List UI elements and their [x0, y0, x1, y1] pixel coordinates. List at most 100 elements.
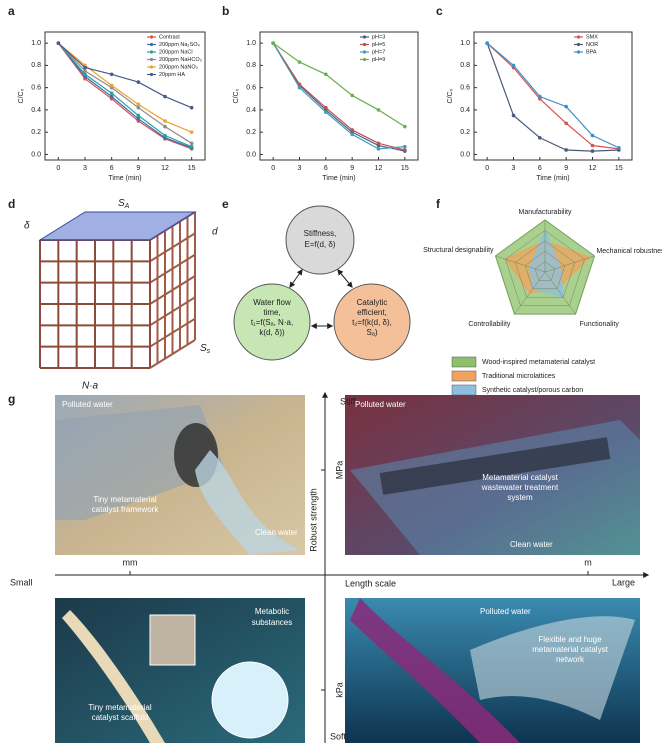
link [290, 270, 302, 287]
side-label: Ss [200, 343, 211, 355]
legend-label: Wood-inspired metamaterial catalyst [482, 359, 595, 366]
legend-marker [150, 43, 153, 46]
x-axis-label: Time (min) [108, 175, 141, 182]
text-line: metamaterial catalyst [532, 645, 608, 654]
legend-marker [577, 50, 580, 53]
data-point [324, 110, 328, 114]
area-label: SA [118, 198, 130, 210]
legend-label: 200ppm NaHCO₃ [159, 57, 202, 63]
panel-label: e [222, 197, 229, 211]
data-point [403, 148, 407, 152]
y-tick-label: 1.0 [31, 40, 41, 47]
legend-label: Synthetic catalyst/porous carbon [482, 387, 583, 394]
text-line: Metamaterial catalyst [482, 473, 558, 482]
data-point [538, 95, 542, 99]
legend-marker [363, 50, 366, 53]
y-tick-label: 0.2 [31, 129, 41, 136]
x-axis-label: Time (min) [536, 175, 569, 182]
text-line: Tiny metamaterial [93, 495, 157, 504]
text-line: t₁=f(Sₐ, N·a, [251, 318, 293, 327]
legend-label: 200ppm NaNO₃ [159, 64, 198, 70]
legend-label: SMX [586, 34, 598, 40]
y-axis-label: C/C₀ [447, 88, 454, 103]
axis-unit: m [584, 557, 592, 567]
legend-label: pH=3 [372, 34, 385, 40]
data-point [350, 128, 354, 132]
text-line: network [556, 655, 585, 664]
x-tick-label: 6 [110, 165, 114, 172]
radar-axis-label: Controllability [468, 321, 511, 328]
data-point [110, 95, 114, 99]
legend-label: 200ppm NaCl [159, 49, 193, 55]
legend-label: 200ppm Na₂SO₄ [159, 42, 201, 48]
data-point [137, 114, 141, 118]
text-line: Metabolic [255, 607, 289, 616]
axis-end: Soft [330, 731, 347, 741]
axis-title: Robust strength [308, 488, 318, 552]
sub: s [207, 348, 211, 355]
y-tick-label: 0.6 [246, 84, 256, 91]
legend-label: NOR [586, 42, 598, 48]
legend-label: Traditional microlattices [482, 373, 556, 380]
x-tick-label: 3 [83, 165, 87, 172]
legend-marker [150, 50, 153, 53]
legend-label: pH=5 [372, 42, 385, 48]
data-point [377, 147, 381, 151]
text-line: Water flow [253, 298, 291, 307]
data-point [403, 145, 407, 149]
data-point [83, 66, 87, 70]
data-point [190, 142, 194, 146]
axis-end: Large [612, 577, 635, 587]
panel-label: f [436, 197, 441, 211]
data-point [163, 95, 167, 99]
text-line: t₂=f(k(d, δ), [352, 318, 392, 327]
text-line: time, [263, 308, 280, 317]
strut-label: d [212, 227, 218, 238]
node-texts: Stiffness,E=f(d, δ)Water flowtime,t₁=f(S… [251, 229, 392, 337]
y-axis-label: C/C₀ [233, 88, 240, 103]
y-axis-label: C/C₀ [18, 88, 25, 103]
data-point [163, 125, 167, 129]
data-point [271, 41, 275, 45]
text-line: k(d, δ)) [259, 328, 285, 337]
data-point [324, 72, 328, 76]
radar-axis-label: Mechanical robustness [596, 248, 662, 255]
text-line: Flexible and huge [538, 635, 602, 644]
data-point [190, 145, 194, 149]
x-axis-label: Time (min) [322, 175, 355, 182]
text-line: Sₐ) [367, 328, 378, 337]
legend-marker [150, 58, 153, 61]
data-point [57, 41, 61, 45]
photo-text: Polluted water [480, 607, 531, 616]
radar-axis-label: Functionality [580, 321, 620, 328]
y-tick-label: 0.2 [460, 129, 470, 136]
data-point [591, 144, 595, 148]
legend-label: pH=7 [372, 49, 385, 55]
data-point [163, 134, 167, 138]
x-tick-label: 12 [375, 165, 383, 172]
data-point [564, 105, 568, 109]
panel-label: d [8, 197, 15, 211]
panel-label: g [8, 392, 15, 406]
data-point [163, 119, 167, 123]
data-point [137, 80, 141, 84]
legend-marker [363, 35, 366, 38]
y-tick-label: 0.8 [31, 62, 41, 69]
legend-marker [577, 35, 580, 38]
radar-axis-label: Manufacturability [519, 209, 572, 216]
data-point [564, 121, 568, 125]
y-tick-label: 0.6 [460, 84, 470, 91]
text-line: Stiffness, [304, 229, 337, 238]
x-tick-label: 0 [56, 165, 60, 172]
axis-unit: mm [123, 557, 138, 567]
photo-text: Clean water [255, 528, 298, 537]
legend-swatch [452, 371, 476, 381]
y-tick-label: 0.8 [246, 62, 256, 69]
axis-title: Length scale [345, 578, 396, 588]
photo-text: Polluted water [355, 400, 406, 409]
legend-label: 20ppm HA [159, 72, 185, 78]
text-line: wastewater treatment [481, 483, 559, 492]
x-tick-label: 6 [538, 165, 542, 172]
data-point [190, 130, 194, 134]
zoom [212, 662, 288, 738]
